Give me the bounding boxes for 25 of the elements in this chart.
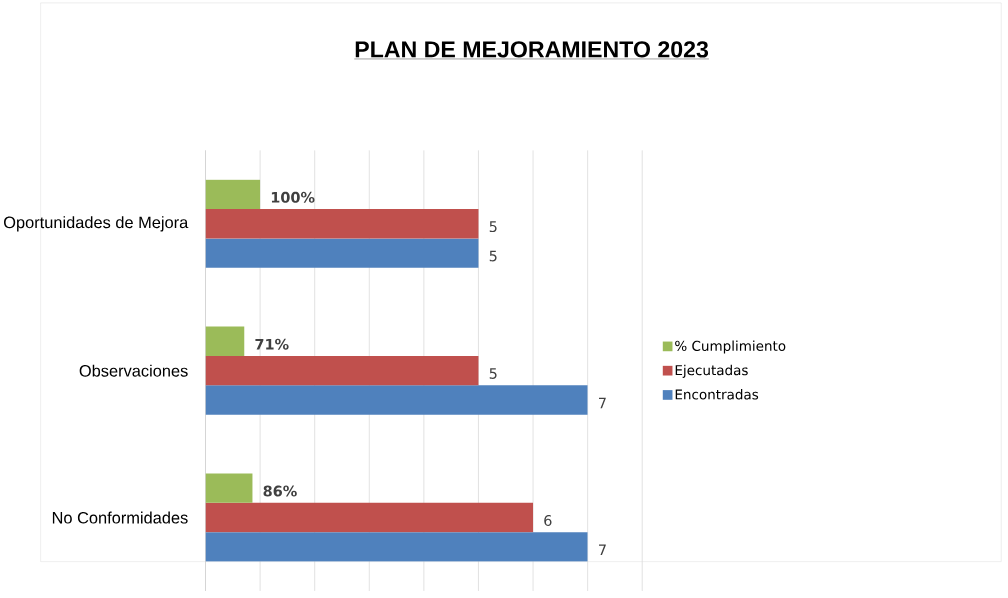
bar (205, 179, 261, 210)
bar (205, 385, 588, 415)
bar (205, 356, 479, 386)
y-tick-label: Observaciones (79, 364, 188, 377)
data-label: 6 (544, 515, 552, 527)
chart-title: PLAN DE MEJORAMIENTO 2023 (355, 41, 709, 58)
y-tick-label: Oportunidades de Mejora (4, 216, 189, 232)
data-label: 5 (489, 221, 497, 233)
bar (205, 503, 534, 533)
data-label: 7 (599, 397, 606, 409)
data-label: 7 (599, 544, 606, 556)
bar (205, 473, 253, 504)
bar (205, 532, 588, 562)
bar (205, 326, 245, 357)
y-tick-label: No Conformidades (52, 511, 188, 524)
legend-label: Ejecutadas (675, 365, 748, 379)
data-label: 5 (489, 250, 497, 262)
data-label: 5 (489, 368, 497, 380)
bar (205, 238, 479, 269)
data-label: 71% (255, 338, 289, 350)
data-label: 86% (263, 485, 297, 497)
bar (205, 209, 479, 239)
legend-label: Encontradas (675, 389, 759, 400)
data-label: 100% (271, 192, 315, 204)
legend-label: % Cumplimiento (675, 340, 786, 354)
